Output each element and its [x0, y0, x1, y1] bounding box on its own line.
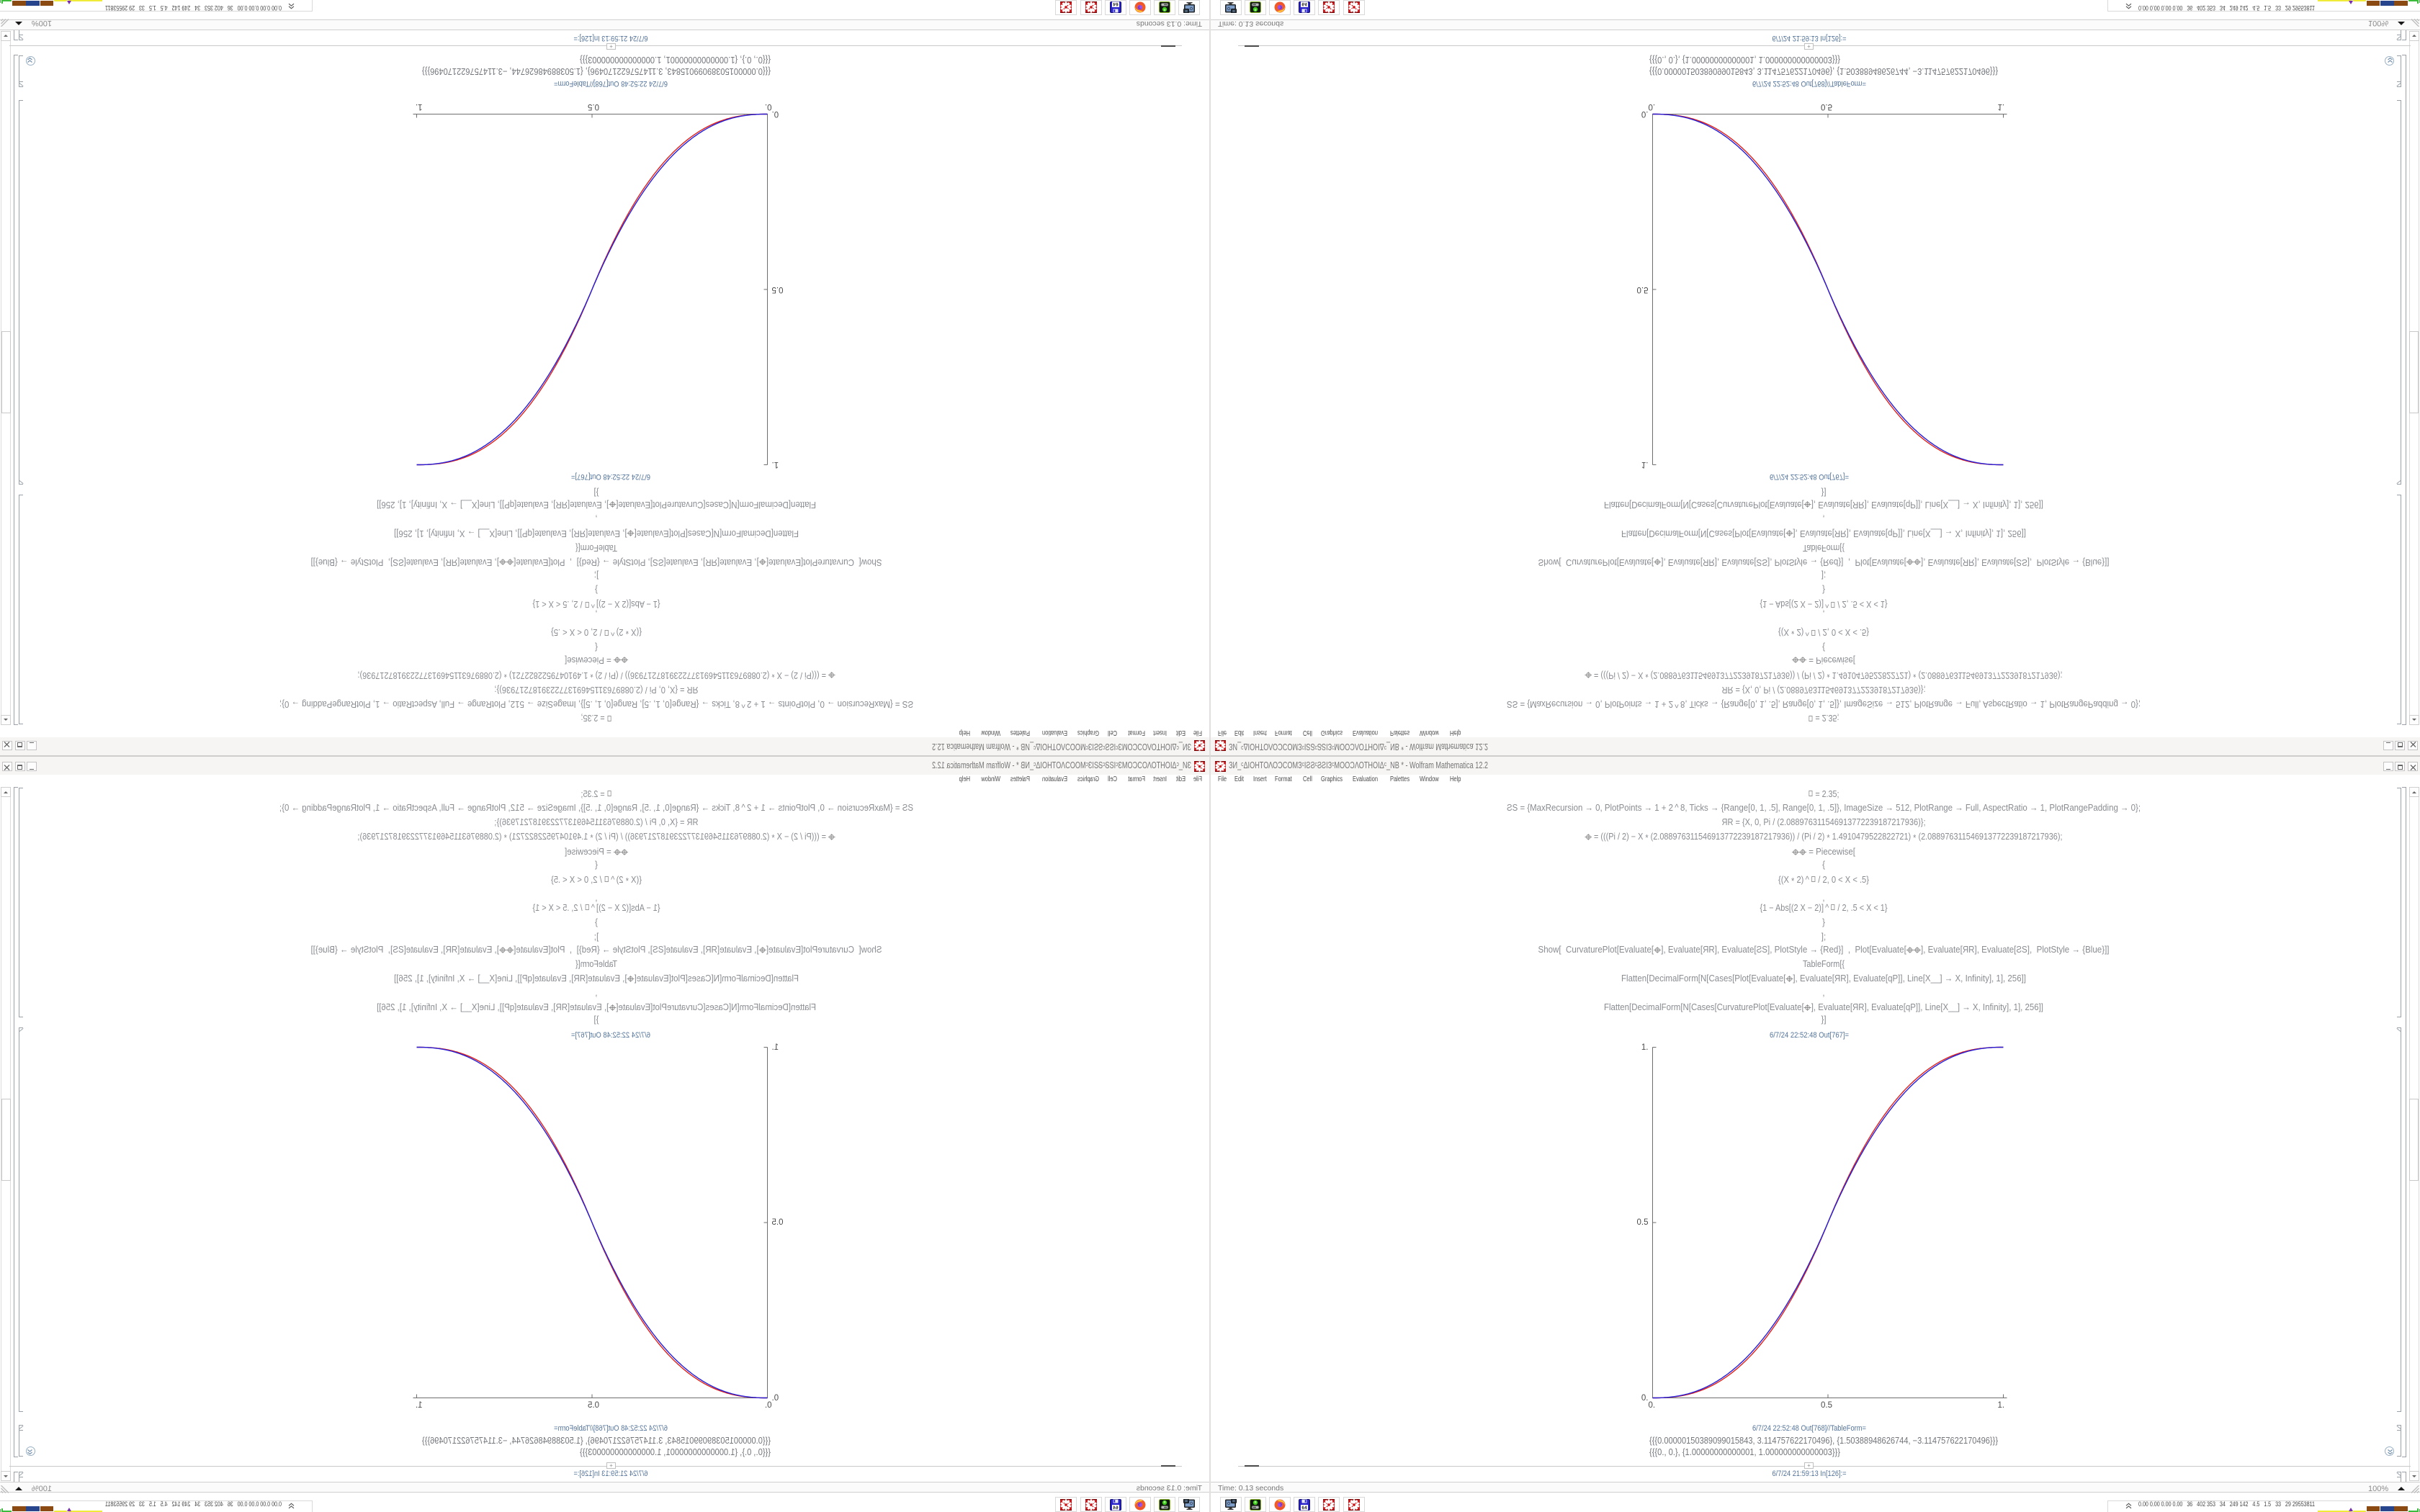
svg-text:64: 64 — [1301, 1, 1307, 6]
svg-text:64: 64 — [1113, 1506, 1119, 1511]
svg-text:64: 64 — [1301, 1506, 1307, 1511]
svg-text:64: 64 — [1113, 1, 1119, 6]
